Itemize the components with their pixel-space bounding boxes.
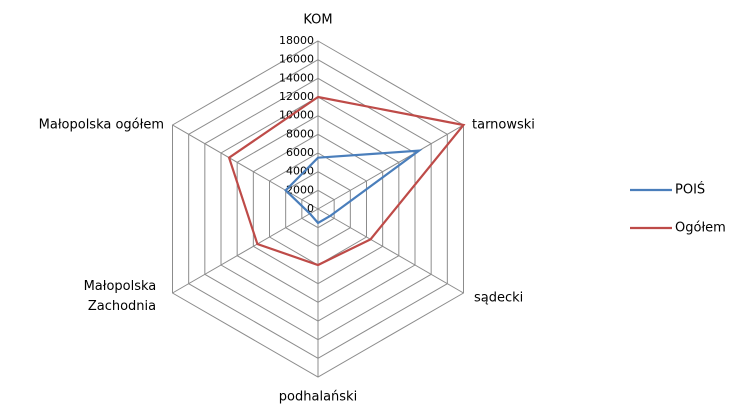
category-label: KOM	[303, 13, 332, 28]
legend-label: POIŚ	[675, 182, 705, 198]
spoke	[172, 124, 319, 210]
category-label: Małopolska ogółem	[39, 118, 164, 133]
spoke	[317, 124, 464, 210]
legend-label: Ogółem	[675, 221, 726, 236]
series-line	[227, 95, 466, 267]
tick-label: 0	[307, 202, 314, 215]
category-label: tarnowski	[472, 118, 535, 133]
category-label: Małopolska Zachodnia	[84, 279, 161, 314]
spoke	[172, 208, 319, 294]
tick-label: 12000	[279, 90, 314, 103]
tick-label: 14000	[279, 71, 314, 84]
spoke	[317, 208, 464, 294]
tick-label: 16000	[279, 53, 314, 66]
tick-label: 18000	[279, 34, 314, 47]
tick-label: 2000	[286, 183, 314, 196]
category-label: sądecki	[474, 291, 523, 306]
tick-label: 6000	[286, 146, 314, 159]
series-line	[284, 149, 423, 225]
category-label: podhalański	[279, 390, 357, 405]
tick-label: 8000	[286, 127, 314, 140]
